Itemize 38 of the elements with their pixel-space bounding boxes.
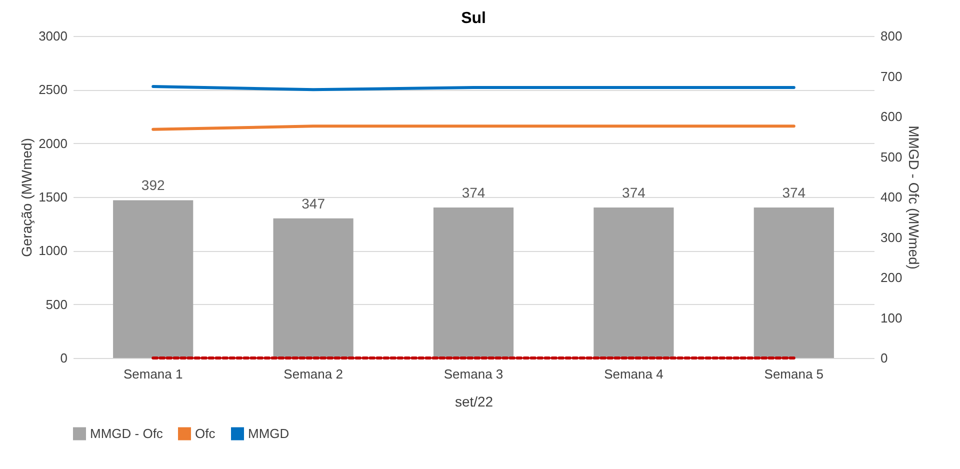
y-tick-label: 0	[60, 350, 68, 366]
legend-label: Ofc	[195, 426, 216, 441]
y-tick-label: 2500	[38, 82, 68, 98]
y-tick-label: 1000	[38, 243, 68, 258]
y2-tick-label: 100	[880, 310, 902, 326]
x-tick-label: Semana 1	[123, 366, 183, 382]
x-tick-label: Semana 2	[284, 366, 343, 382]
data-label: 374	[622, 184, 646, 200]
bar	[433, 207, 514, 358]
y-tick-label: 2000	[38, 136, 68, 151]
y2-tick-label: 300	[880, 230, 902, 245]
y2-tick-label: 200	[880, 270, 902, 285]
y2-axis-title: MMGD - Ofc (MWmed)	[906, 126, 922, 270]
bar	[594, 207, 674, 358]
bar	[754, 207, 834, 358]
data-label: 374	[782, 184, 806, 200]
y2-tick-label: 400	[880, 190, 902, 204]
x-tick-label: Semana 3	[444, 366, 504, 382]
y-tick-label: 500	[46, 296, 68, 312]
bar	[273, 218, 354, 358]
y2-tick-label: 700	[880, 68, 902, 84]
y2-tick-label: 600	[880, 109, 902, 124]
x-tick-label: Semana 5	[764, 366, 824, 382]
y-tick-label: 1500	[38, 190, 68, 204]
x-axis-title: set/22	[454, 394, 494, 410]
chart-title: Sul	[461, 10, 486, 27]
x-tick-label: Semana 4	[604, 366, 664, 382]
y2-tick-label: 500	[880, 149, 902, 164]
data-label: 392	[141, 177, 165, 194]
legend-label: MMGD - Ofc	[90, 426, 164, 441]
y2-tick-label: 800	[880, 28, 902, 44]
y2-tick-label: 0	[880, 350, 888, 366]
data-label: 374	[462, 184, 486, 200]
bar	[113, 200, 194, 358]
y-axis-title: Geração (MWmed)	[18, 138, 35, 258]
y-tick-label: 3000	[38, 28, 68, 44]
data-label: 347	[302, 195, 326, 212]
legend-label: MMGD	[248, 426, 290, 441]
